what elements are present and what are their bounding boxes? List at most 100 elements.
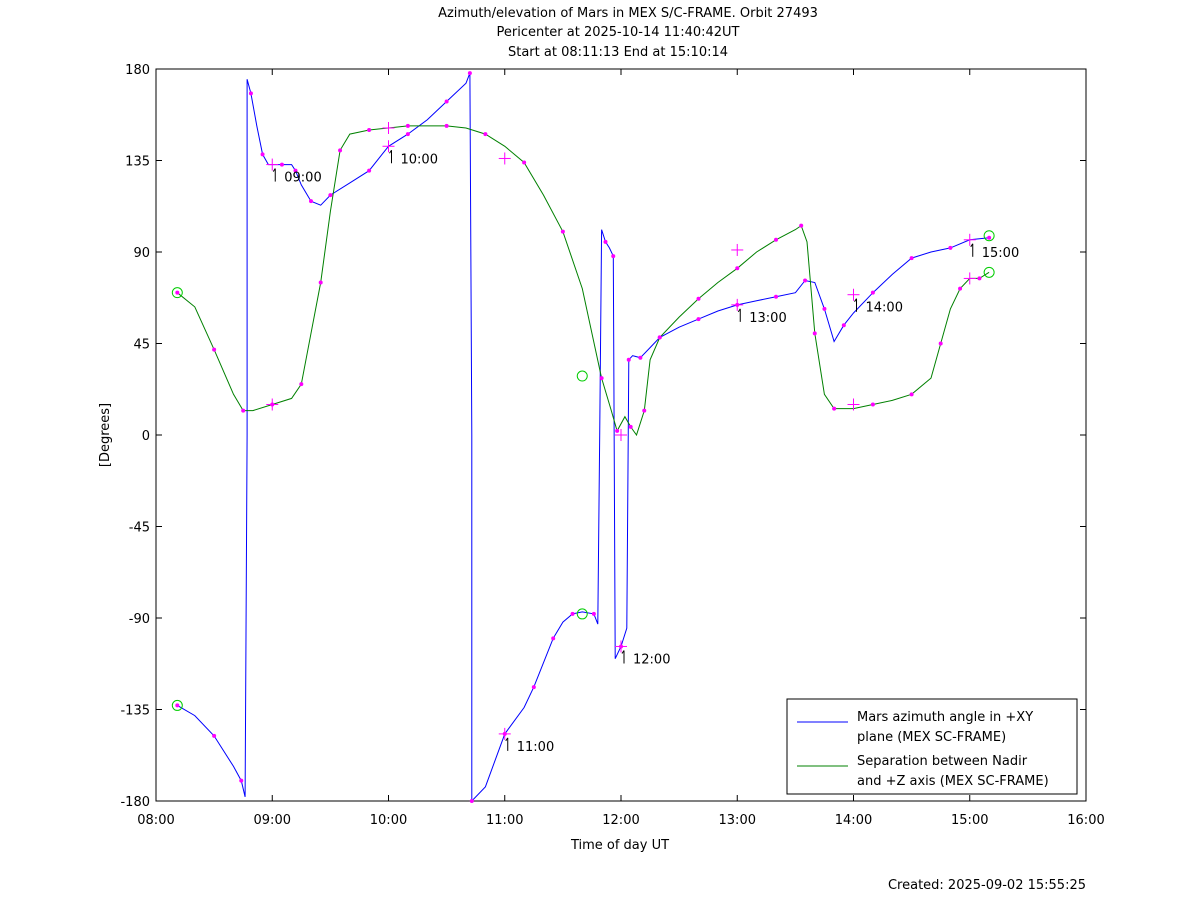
data-point-marker xyxy=(212,733,217,738)
y-tick-label: 180 xyxy=(125,63,150,78)
data-point-marker xyxy=(405,132,410,137)
created-timestamp: Created: 2025-09-02 15:55:25 xyxy=(888,878,1086,893)
chart-title-line-3: Start at 08:11:13 End at 15:10:14 xyxy=(508,45,728,60)
hour-label: 14:00 xyxy=(866,301,903,316)
endpoint-circle-marker xyxy=(983,266,995,278)
data-point-marker xyxy=(638,355,643,360)
data-point-marker xyxy=(212,347,217,352)
y-tick-label: -135 xyxy=(120,704,150,719)
y-tick-label: -45 xyxy=(129,521,150,536)
endpoint-circle-marker xyxy=(171,287,183,299)
hour-label-arrowhead xyxy=(621,650,625,654)
data-point-marker xyxy=(444,99,449,104)
y-tick-label: 45 xyxy=(133,338,150,353)
data-point-marker xyxy=(615,428,620,433)
y-tick-label: 0 xyxy=(142,429,150,444)
data-point-marker xyxy=(309,199,313,204)
endpoint-circle-marker xyxy=(171,699,183,711)
data-point-marker xyxy=(909,392,914,397)
data-point-marker xyxy=(405,123,410,128)
data-point-marker xyxy=(522,160,527,165)
data-point-marker xyxy=(774,294,778,299)
data-point-marker xyxy=(293,168,298,173)
data-point-marker xyxy=(841,323,846,328)
data-point-marker xyxy=(626,357,631,362)
x-tick-label: 08:00 xyxy=(137,813,174,828)
data-point-marker xyxy=(260,152,265,157)
hour-label: 13:00 xyxy=(749,311,786,326)
data-point-marker xyxy=(469,799,474,803)
data-point-marker xyxy=(803,278,808,283)
data-point-marker xyxy=(938,341,943,346)
data-point-marker xyxy=(832,406,837,411)
data-point-marker xyxy=(599,376,604,381)
y-tick-label: -90 xyxy=(129,612,150,627)
data-point-marker xyxy=(328,193,333,198)
data-point-marker xyxy=(367,128,372,132)
data-point-marker xyxy=(239,778,244,783)
chart-title-line-2: Pericenter at 2025-10-14 11:40:42UT xyxy=(496,25,739,40)
data-point-marker xyxy=(642,408,647,413)
data-point-marker xyxy=(367,168,372,173)
hour-label-arrowhead xyxy=(505,737,509,742)
hour-label-arrowhead xyxy=(272,168,276,172)
legend-separation-line-1: Separation between Nadir xyxy=(857,754,1028,769)
hour-label-arrowhead xyxy=(970,243,974,248)
y-tick-label: -180 xyxy=(120,795,150,810)
data-point-marker xyxy=(611,254,616,259)
data-point-marker xyxy=(977,276,982,281)
data-point-marker xyxy=(279,162,284,167)
hour-label: 15:00 xyxy=(982,246,1019,261)
legend-azimuth-line-2: plane (MEX SC-FRAME) xyxy=(857,730,1006,745)
data-point-marker xyxy=(774,237,778,242)
data-point-marker xyxy=(958,286,963,291)
data-point-marker xyxy=(467,71,472,76)
data-point-marker xyxy=(696,296,701,301)
x-tick-label: 10:00 xyxy=(370,813,407,828)
y-tick-label: 135 xyxy=(125,155,150,170)
endpoint-circle-marker xyxy=(576,608,588,620)
legend-separation-line-2: and +Z axis (MEX SC-FRAME) xyxy=(857,774,1049,789)
endpoint-circle-marker xyxy=(576,370,588,382)
data-point-marker xyxy=(248,91,253,96)
data-point-marker xyxy=(870,290,875,295)
hour-label-arrowhead xyxy=(737,308,741,313)
series-line-nadir-separation xyxy=(176,125,990,437)
data-point-marker xyxy=(735,266,740,271)
data-point-marker xyxy=(241,408,246,413)
x-tick-label: 12:00 xyxy=(602,813,639,828)
data-point-marker xyxy=(603,239,608,244)
data-point-marker xyxy=(444,123,449,128)
data-point-marker xyxy=(338,148,343,153)
data-point-marker xyxy=(483,132,488,137)
data-point-marker xyxy=(551,636,556,641)
data-point-marker xyxy=(987,235,992,240)
chart-title-line-1: Azimuth/elevation of Mars in MEX S/C-FRA… xyxy=(438,6,818,21)
x-tick-label: 11:00 xyxy=(486,813,523,828)
data-point-marker xyxy=(948,245,953,250)
data-point-marker xyxy=(531,685,536,690)
data-point-marker xyxy=(299,382,304,387)
y-axis-label: [Degrees] xyxy=(98,403,113,467)
x-axis-label: Time of day UT xyxy=(570,838,669,853)
hour-label: 11:00 xyxy=(517,740,554,755)
x-tick-label: 14:00 xyxy=(835,813,872,828)
data-point-marker xyxy=(909,256,914,261)
data-point-marker xyxy=(628,424,633,429)
data-point-marker xyxy=(175,290,180,295)
y-tick-label: 90 xyxy=(133,246,150,261)
x-tick-label: 15:00 xyxy=(951,813,988,828)
x-tick-label: 16:00 xyxy=(1067,813,1104,828)
data-point-marker xyxy=(822,306,827,311)
data-point-marker xyxy=(570,611,575,616)
data-point-marker xyxy=(870,402,875,407)
hour-label: 10:00 xyxy=(401,152,438,167)
legend-azimuth-line-1: Mars azimuth angle in +XY xyxy=(857,710,1033,725)
x-tick-label: 09:00 xyxy=(254,813,291,828)
endpoint-circle-marker xyxy=(983,230,995,242)
data-point-marker xyxy=(657,335,662,340)
hour-label-arrowhead xyxy=(389,149,392,154)
data-point-marker xyxy=(812,331,817,336)
legend-box xyxy=(786,698,1078,795)
data-point-marker xyxy=(696,317,701,322)
